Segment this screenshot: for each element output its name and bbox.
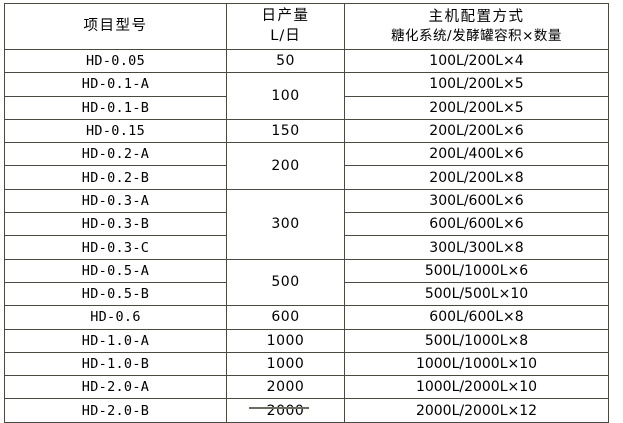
cell-daily-output: 1000: [226, 351, 345, 377]
cell-model: HD-0.3-C: [4, 235, 227, 260]
column-header-config-line2: 糖化系统/发酵罐容积×数量: [391, 28, 562, 45]
cell-model: HD-0.1-A: [4, 72, 227, 97]
column-header-config: 主机配置方式 糖化系统/发酵罐容积×数量: [344, 3, 609, 50]
cell-model: HD-1.0-B: [4, 351, 227, 377]
cell-model: HD-0.05: [4, 48, 227, 74]
cell-configuration: 500L/500L×10: [344, 281, 609, 307]
cell-configuration: 200L/400L×6: [344, 142, 609, 167]
table-row: HD-0.3-C 300L/300L×8: [4, 235, 609, 260]
column-header-output: 日产量 L/日: [226, 3, 345, 50]
cell-daily-output: 2000: [226, 375, 345, 400]
cell-model: HD-0.15: [4, 118, 227, 144]
cell-model: HD-0.2-B: [4, 165, 227, 190]
cell-model: HD-0.3-B: [4, 212, 227, 237]
cell-configuration: 200L/200L×8: [344, 165, 609, 190]
cell-configuration: 1000L/2000L×10: [344, 375, 609, 400]
cell-model: HD-2.0-A: [4, 375, 227, 400]
table-row: HD-0.5-B 500L/500L×10: [4, 281, 609, 307]
document-page: 项目型号 日产量 L/日 主机配置方式 糖化系统/发酵罐容积×数量 HD-0.0…: [4, 3, 609, 423]
cell-configuration: 200L/200L×6: [344, 118, 609, 144]
cell-configuration: 200L/200L×5: [344, 95, 609, 120]
column-header-model-line1: 项目型号: [83, 17, 148, 34]
column-header-output-line1: 日产量: [261, 7, 310, 24]
cell-model: HD-1.0-A: [4, 328, 227, 353]
table-row: HD-2.0-A 2000 1000L/2000L×10: [4, 375, 609, 400]
column-header-config-line1: 主机配置方式: [428, 8, 525, 25]
cell-configuration: 100L/200L×4: [344, 48, 609, 74]
cell-configuration: 100L/200L×5: [344, 72, 609, 97]
table-row: HD-1.0-B 1000 1000L/1000L×10: [4, 351, 609, 377]
cell-configuration: 1000L/1000L×10: [344, 351, 609, 377]
cell-model: HD-0.6: [4, 305, 227, 330]
cell-daily-output: 500: [226, 258, 345, 307]
table-row: HD-0.3-A 300 300L/600L×6: [4, 188, 609, 260]
cell-configuration: 300L/600L×6: [344, 188, 609, 214]
cell-configuration: 500L/1000L×8: [344, 328, 609, 353]
cell-model: HD-0.5-A: [4, 258, 227, 283]
column-header-model: 项目型号: [4, 3, 227, 50]
cell-daily-output: 50: [226, 48, 345, 74]
cell-daily-output: 300: [226, 188, 345, 260]
cell-daily-output: 600: [226, 305, 345, 330]
table-header: 项目型号 日产量 L/日 主机配置方式 糖化系统/发酵罐容积×数量: [4, 3, 609, 50]
cell-daily-output: 1000: [226, 328, 345, 353]
table-header-row: 项目型号 日产量 L/日 主机配置方式 糖化系统/发酵罐容积×数量: [4, 3, 609, 50]
specification-table: 项目型号 日产量 L/日 主机配置方式 糖化系统/发酵罐容积×数量 HD-0.0…: [4, 3, 609, 423]
table-row: HD-0.15 150 200L/200L×6: [4, 118, 609, 144]
table-row: HD-0.1-A 100 100L/200L×5: [4, 72, 609, 120]
cell-configuration: 300L/300L×8: [344, 235, 609, 260]
bottom-line-fragment: [249, 407, 309, 409]
cell-daily-output: 200: [226, 142, 345, 190]
table-row: HD-2.0-B 2000 2000L/2000L×12: [4, 398, 609, 423]
cell-daily-output: 150: [226, 118, 345, 144]
cell-configuration: 600L/600L×8: [344, 305, 609, 330]
cell-daily-output: 100: [226, 72, 345, 120]
cell-model: HD-0.1-B: [4, 95, 227, 120]
table-body: HD-0.05 50 100L/200L×4 HD-0.1-A 100 100L/200L…: [4, 48, 609, 423]
table-row: HD-0.05 50 100L/200L×4: [4, 48, 609, 74]
cell-configuration: 500L/1000L×6: [344, 258, 609, 283]
table-row: HD-1.0-A 1000 500L/1000L×8: [4, 328, 609, 353]
cell-model: HD-0.3-A: [4, 188, 227, 214]
cell-configuration: 2000L/2000L×12: [344, 398, 609, 423]
cell-model: HD-2.0-B: [4, 398, 227, 423]
table-row: HD-0.2-B 200L/200L×8: [4, 165, 609, 190]
table-row: HD-0.6 600 600L/600L×8: [4, 305, 609, 330]
table-row: HD-0.2-A 200 200L/400L×6: [4, 142, 609, 190]
cell-configuration: 600L/600L×6: [344, 212, 609, 237]
column-header-output-line2: L/日: [270, 27, 301, 44]
table-row: HD-0.5-A 500 500L/1000L×6: [4, 258, 609, 307]
cell-model: HD-0.2-A: [4, 142, 227, 167]
cell-model: HD-0.5-B: [4, 281, 227, 307]
cell-daily-output: 2000: [226, 398, 345, 423]
